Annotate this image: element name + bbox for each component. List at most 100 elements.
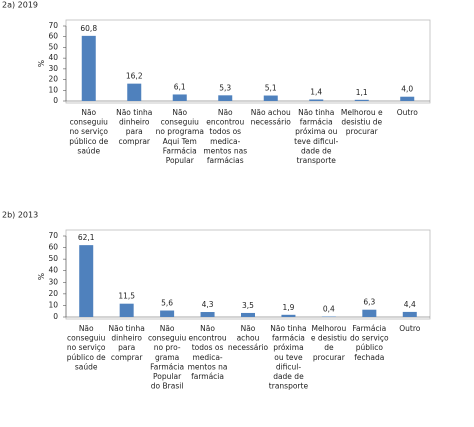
x-tick-label: público [356,343,384,352]
x-tick-label: saúde [75,362,98,371]
value-label: 4,4 [404,300,416,309]
value-label: 1,1 [356,88,368,97]
x-tick-label: Não [160,324,175,333]
x-tick-label: comprar [111,353,143,362]
bar [281,314,296,317]
value-label: 62,1 [78,233,95,242]
x-tick-label: Não [218,108,233,117]
x-tick-label: desistiu de [341,118,382,127]
value-label: 0,4 [323,305,335,314]
x-tick-label: farmácia [272,334,305,343]
y-tick-label: 20 [48,75,58,84]
x-tick-label: Outro [399,324,421,333]
value-label: 1,4 [310,88,322,97]
bar [160,310,175,317]
y-axis-label: % [37,60,46,67]
x-tick-label: no programa [156,127,204,136]
y-tick-label: 40 [48,266,58,275]
value-label: 5,1 [265,84,277,93]
bar [172,94,187,101]
x-tick-label: todos os [209,127,241,136]
x-tick-label: Farmácia [352,324,386,333]
y-tick-label: 60 [48,32,58,41]
x-tick-label: Melhorou [311,324,346,333]
y-tick-label: 40 [48,53,58,62]
y-tick-label: 0 [53,96,58,105]
x-tick-label: Não achou [251,108,291,117]
bar [309,99,324,101]
x-tick-label: Popular [153,372,182,381]
x-tick-label: dinheiro [111,334,142,343]
x-tick-label: Farmácia [163,146,197,155]
x-tick-label: medica- [192,353,222,362]
x-tick-label: Aqui Tem [163,137,197,146]
x-tick-label: procurar [346,127,379,136]
y-tick-label: 20 [48,289,58,298]
value-label: 3,5 [242,301,254,310]
x-tick-label: conseguiu [161,118,200,127]
x-tick-label: saúde [77,146,100,155]
x-tick-label: dificul- [276,362,302,371]
value-label: 4,3 [202,300,214,309]
x-tick-label: procurar [313,353,346,362]
x-tick-label: Não tinha [116,108,152,117]
bar [400,96,415,101]
x-tick-label: Não [241,324,256,333]
x-tick-label: no serviço [67,343,106,352]
x-tick-label: grama [155,353,179,362]
plot-frame [65,19,431,104]
value-label: 5,3 [219,83,231,92]
x-tick-label: necessário [228,343,269,352]
y-tick-label: 30 [48,277,58,286]
x-tick-label: transporte [297,156,337,165]
x-tick-label: transporte [269,382,309,391]
x-tick-label: farmácias [207,156,244,165]
x-tick-label: mentos nas [203,146,247,155]
bar [200,312,215,317]
x-tick-label: no pro- [154,343,181,352]
x-tick-label: Popular [166,156,195,165]
value-label: 5,6 [161,299,173,308]
x-tick-label: para [118,343,135,352]
x-tick-label: farmácia [300,118,333,127]
x-tick-label: Não tinha [270,324,306,333]
x-tick-label: Não [172,108,187,117]
x-tick-label: fechada [354,353,384,362]
y-tick-label: 70 [48,21,58,30]
x-tick-label: conseguiu [70,118,109,127]
y-tick-label: 10 [48,85,58,94]
value-label: 16,2 [126,72,143,81]
bar [127,83,142,101]
x-tick-label: achou [237,334,260,343]
y-tick-label: 60 [48,243,58,252]
x-tick-label: no serviço [69,127,108,136]
bar [81,35,96,101]
value-label: 6,1 [174,82,186,91]
x-tick-label: próxima ou [295,127,337,136]
bar [218,95,233,101]
y-tick-label: 10 [48,300,58,309]
y-tick-label: 0 [53,312,58,321]
x-tick-label: Não tinha [109,324,145,333]
x-tick-label: do serviço [350,334,389,343]
x-tick-label: Não [200,324,215,333]
bar [362,309,377,317]
x-tick-label: Outro [397,108,419,117]
x-tick-label: e desistiu [311,334,347,343]
x-tick-label: Farmácia [150,362,184,371]
x-tick-label: Não [79,324,94,333]
y-tick-label: 30 [48,64,58,73]
value-label: 1,9 [282,303,294,312]
chart-title: 2a) 2019 [2,1,38,10]
x-tick-label: Melhorou e [341,108,383,117]
value-label: 60,8 [80,24,97,33]
bar [263,95,278,101]
value-label: 11,5 [118,292,135,301]
bar [119,303,134,317]
y-tick-label: 50 [48,254,58,263]
chart-title: 2b) 2013 [2,211,38,220]
x-tick-label: mentos na [188,362,228,371]
x-tick-label: próxima [273,343,303,352]
bar [79,245,94,317]
